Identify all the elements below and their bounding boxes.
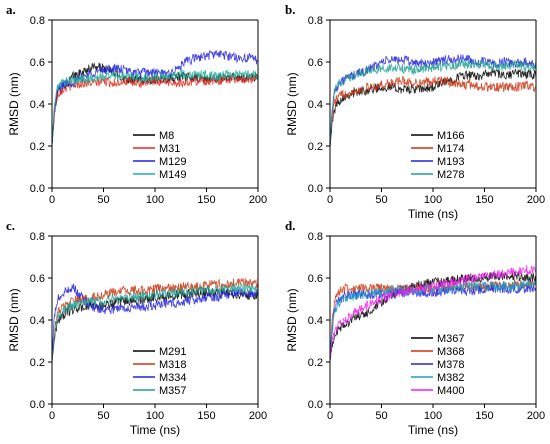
y-tick-label: 0.6	[30, 57, 45, 69]
x-axis-title: Time (ns)	[408, 423, 458, 437]
x-tick-label: 200	[249, 194, 267, 206]
y-tick-label: 0.4	[30, 315, 45, 327]
series-line-m357	[51, 282, 259, 363]
x-tick-label: 200	[527, 194, 545, 206]
legend-label-m278: M278	[437, 169, 465, 181]
panel-letter: a.	[6, 2, 16, 17]
legend-label-m334: M334	[159, 372, 187, 384]
y-axis-title: RMSD (nm)	[285, 72, 299, 135]
y-tick-label: 0.2	[30, 357, 45, 369]
series-line-m31	[51, 73, 259, 146]
x-tick-label: 100	[424, 410, 442, 422]
y-axis-title: RMSD (nm)	[285, 288, 299, 351]
legend-label-m193: M193	[437, 156, 465, 168]
x-tick-label: 200	[249, 410, 267, 422]
y-axis-title: RMSD (nm)	[7, 288, 21, 351]
legend-label-m378: M378	[437, 359, 465, 371]
series-line-m149	[51, 68, 259, 146]
x-tick-label: 50	[375, 194, 387, 206]
x-tick-label: 100	[146, 410, 164, 422]
x-tick-label: 0	[49, 194, 55, 206]
y-tick-label: 0.4	[30, 99, 45, 111]
legend-label-m400: M400	[437, 385, 465, 397]
legend-label-m318: M318	[159, 359, 187, 371]
y-tick-label: 0.8	[30, 231, 45, 243]
legend-label-m291: M291	[159, 346, 187, 358]
x-tick-label: 100	[146, 194, 164, 206]
x-tick-label: 0	[327, 410, 333, 422]
legend-label-m8: M8	[159, 130, 174, 142]
y-tick-label: 0.8	[308, 231, 323, 243]
x-tick-label: 50	[375, 410, 387, 422]
panel-letter: c.	[6, 218, 15, 233]
y-tick-label: 0.2	[308, 357, 323, 369]
x-tick-label: 200	[527, 410, 545, 422]
y-tick-label: 0.2	[30, 141, 45, 153]
y-tick-label: 0.2	[308, 141, 323, 153]
x-tick-label: 150	[197, 194, 215, 206]
y-axis-title: RMSD (nm)	[7, 72, 21, 135]
legend-label-m382: M382	[437, 372, 465, 384]
legend-label-m149: M149	[159, 169, 187, 181]
panel-letter: b.	[285, 2, 295, 17]
y-tick-label: 0.6	[308, 57, 323, 69]
legend-label-m367: M367	[437, 333, 465, 345]
legend-label-m31: M31	[159, 143, 180, 155]
y-tick-label: 0.0	[308, 399, 323, 411]
series-line-m129	[51, 49, 259, 146]
y-tick-label: 0.0	[30, 183, 45, 195]
series-line-m318	[51, 277, 259, 363]
y-tick-label: 0.0	[308, 183, 323, 195]
y-tick-label: 0.4	[308, 315, 323, 327]
x-tick-label: 0	[49, 410, 55, 422]
x-axis-title: Time (ns)	[408, 207, 458, 221]
x-tick-label: 100	[424, 194, 442, 206]
x-tick-label: 0	[327, 194, 333, 206]
legend-label-m368: M368	[437, 346, 465, 358]
panel-letter: d.	[285, 218, 295, 233]
series-line-m174	[329, 76, 537, 148]
x-tick-label: 150	[475, 194, 493, 206]
x-tick-label: 50	[97, 410, 109, 422]
y-tick-label: 0.8	[308, 15, 323, 27]
legend-label-m129: M129	[159, 156, 187, 168]
x-tick-label: 50	[97, 194, 109, 206]
series-line-m166	[329, 68, 537, 149]
y-tick-label: 0.6	[30, 273, 45, 285]
legend-label-m357: M357	[159, 385, 187, 397]
y-tick-label: 0.4	[308, 99, 323, 111]
x-tick-label: 150	[197, 410, 215, 422]
series-line-m278	[329, 58, 537, 148]
x-tick-label: 150	[475, 410, 493, 422]
series-line-m400	[329, 264, 537, 361]
legend-label-m166: M166	[437, 130, 465, 142]
y-tick-label: 0.6	[308, 273, 323, 285]
series-line-m382	[329, 279, 537, 361]
legend-label-m174: M174	[437, 143, 465, 155]
y-tick-label: 0.8	[30, 15, 45, 27]
y-tick-label: 0.0	[30, 399, 45, 411]
series-line-m334	[51, 283, 259, 363]
x-axis-title: Time (ns)	[130, 423, 180, 437]
